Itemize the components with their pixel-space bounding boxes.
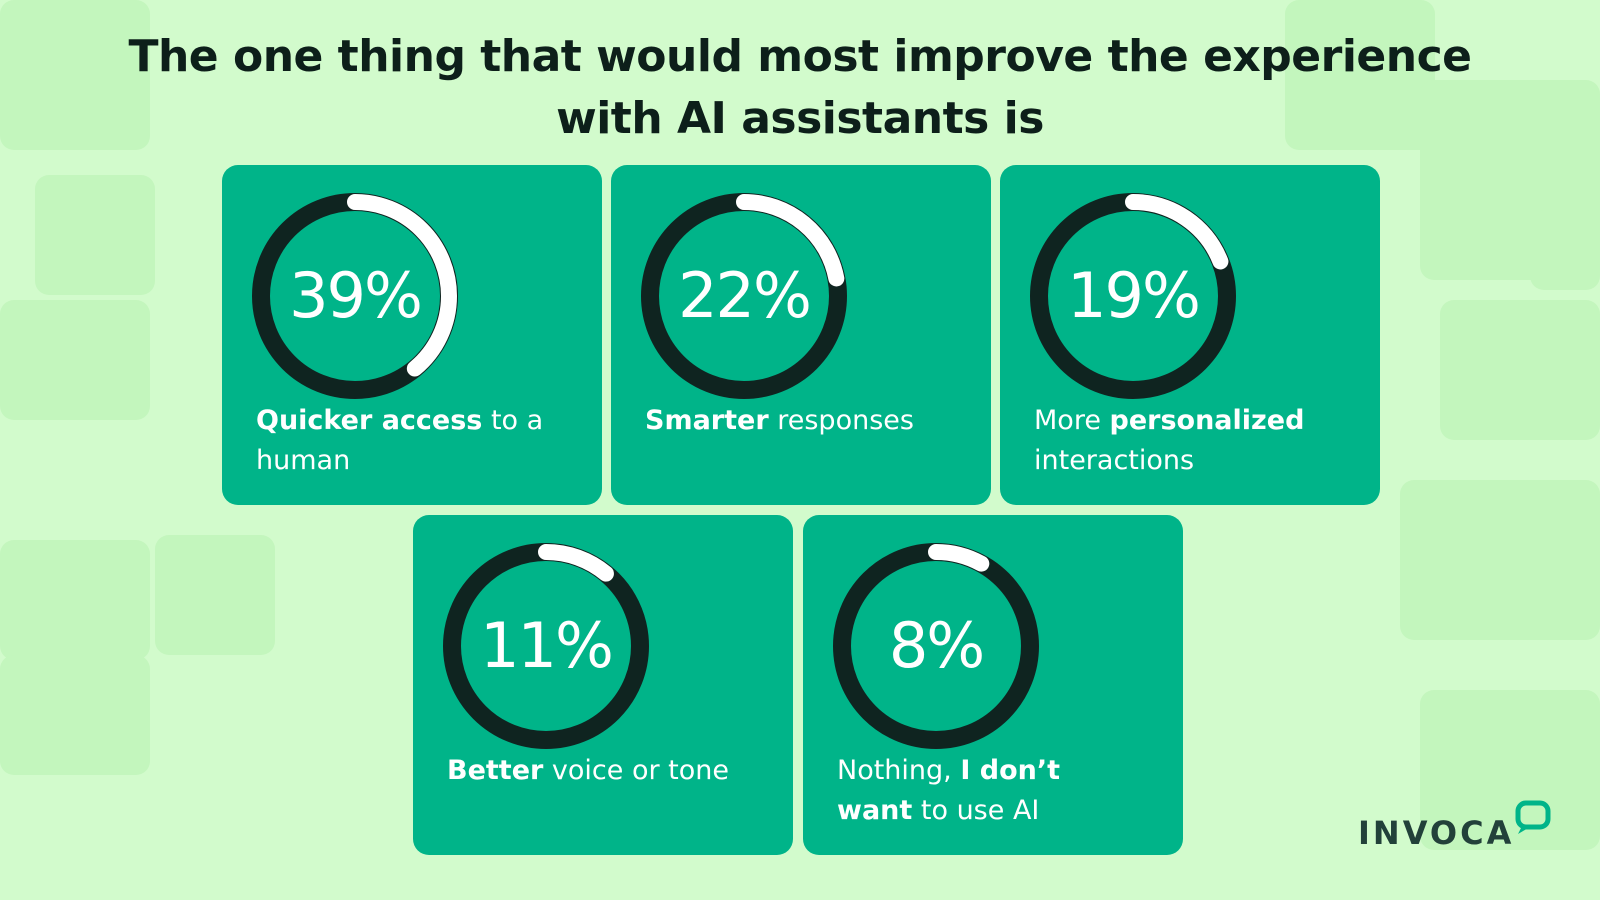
label-text: interactions (1034, 445, 1195, 476)
background-tile (1285, 0, 1435, 150)
invoca-logo: INVOCA (1358, 800, 1558, 860)
label-text: to a human (256, 405, 544, 476)
percentage-value: 11% (480, 609, 614, 682)
donut-value-arc (834, 544, 1038, 748)
percentage-value: 39% (289, 259, 423, 332)
stat-card: 39% Quicker access to a human (222, 165, 602, 505)
percentage-value: 8% (888, 609, 985, 682)
chart-title-line-2: with AI assistants is (556, 93, 1044, 144)
background-tile (1530, 210, 1600, 290)
background-tile (0, 655, 150, 775)
category-label: Better voice or tone (447, 751, 747, 791)
stat-card: 8% Nothing, I don’t want to use AI (803, 515, 1183, 855)
label-emphasis: Quicker access (256, 405, 483, 436)
background-tile (1400, 480, 1600, 640)
stat-card: 19% More personalized interactions (1000, 165, 1380, 505)
background-tile (0, 0, 150, 150)
background-tile (1440, 300, 1600, 440)
donut-ring (641, 193, 847, 399)
donut-ring (252, 193, 458, 399)
background-tile (35, 175, 155, 295)
category-label: Quicker access to a human (256, 401, 556, 481)
background-tile (155, 535, 275, 655)
label-emphasis: I don’t want (837, 755, 1061, 826)
category-label: More personalized interactions (1034, 401, 1334, 481)
donut-ring (1030, 193, 1236, 399)
donut-ring (833, 543, 1039, 749)
donut-value-arc (253, 194, 457, 398)
donut-value-arc (642, 194, 846, 398)
speech-bubble-icon (1515, 800, 1551, 834)
donut-ring (443, 543, 649, 749)
label-emphasis: Smarter (645, 405, 769, 436)
category-label: Nothing, I don’t want to use AI (837, 751, 1137, 831)
stat-card: 22% Smarter responses (611, 165, 991, 505)
logo-wordmark: INVOCA (1358, 814, 1515, 852)
background-tile (1420, 690, 1600, 850)
chart-title: The one thing that would most improve th… (0, 26, 1600, 150)
percentage-value: 19% (1067, 259, 1201, 332)
percentage-value: 22% (678, 259, 812, 332)
chart-title-line-1: The one thing that would most improve th… (128, 31, 1472, 82)
background-tile (0, 540, 150, 660)
label-emphasis: Better (447, 755, 544, 786)
background-tile (0, 300, 150, 420)
stat-card: 11% Better voice or tone (413, 515, 793, 855)
label-text: responses (768, 405, 914, 436)
label-text: More (1034, 405, 1110, 436)
label-text: voice or tone (543, 755, 729, 786)
donut-value-arc (444, 544, 648, 748)
label-text: Nothing, (837, 755, 961, 786)
label-emphasis: personalized (1109, 405, 1305, 436)
donut-value-arc (1031, 194, 1235, 398)
label-text: to use AI (912, 795, 1040, 826)
category-label: Smarter responses (645, 401, 945, 441)
